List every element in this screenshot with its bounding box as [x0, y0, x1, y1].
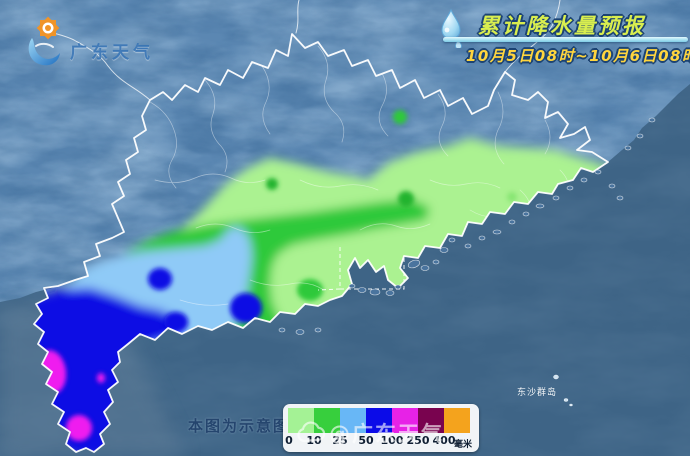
islands — [278, 117, 656, 335]
logo: 广东天气 — [24, 16, 154, 72]
legend-unit: 毫米 — [454, 440, 473, 450]
province-boundary — [33, 33, 609, 453]
rain-spot-green — [297, 279, 323, 301]
rain-spot-blue — [148, 268, 172, 290]
neighbor-province-borders — [39, 0, 561, 101]
legend-tick: 400 — [432, 434, 456, 447]
legend-swatch — [314, 408, 340, 433]
title-underline — [443, 37, 688, 42]
rain-spot-green — [266, 178, 278, 190]
rain-spot-green — [398, 191, 414, 207]
rain-spot-magenta — [66, 415, 92, 441]
dongsha-islets — [553, 374, 573, 407]
legend: 0 10 25 50 100 250 400 毫米 — [283, 404, 479, 452]
rain-spot-green — [507, 192, 517, 202]
legend-swatch — [340, 408, 366, 433]
logo-text: 广东天气 — [70, 43, 154, 63]
rain-spot-magenta — [97, 373, 105, 383]
date-range: 10月5日08时~10月6日08时 — [466, 47, 690, 65]
legend-swatch — [392, 408, 418, 433]
rain-area-blue — [34, 288, 184, 452]
island-label: 东沙群岛 — [517, 388, 558, 398]
gdweather-logo-icon — [28, 16, 60, 66]
legend-tick: 0 — [285, 434, 293, 447]
disclaimer-text: 本图为示意图 — [188, 417, 291, 435]
legend-tick: 250 — [406, 434, 430, 447]
legend-tick: 100 — [380, 434, 404, 447]
county-boundaries — [149, 45, 570, 306]
rain-overlay — [34, 110, 608, 452]
legend-swatch — [366, 408, 392, 433]
legend-tick: 50 — [358, 434, 374, 447]
rain-spot-blue — [230, 293, 262, 323]
map-title: 累计降水量预报 — [478, 14, 646, 38]
legend-swatch — [418, 408, 444, 433]
legend-tick: 25 — [332, 434, 348, 447]
rain-spot-green — [393, 110, 407, 124]
legend-tick: 10 — [306, 434, 322, 447]
legend-swatch — [288, 408, 314, 433]
legend-swatch — [444, 408, 470, 433]
rain-spot-blue — [164, 312, 188, 332]
